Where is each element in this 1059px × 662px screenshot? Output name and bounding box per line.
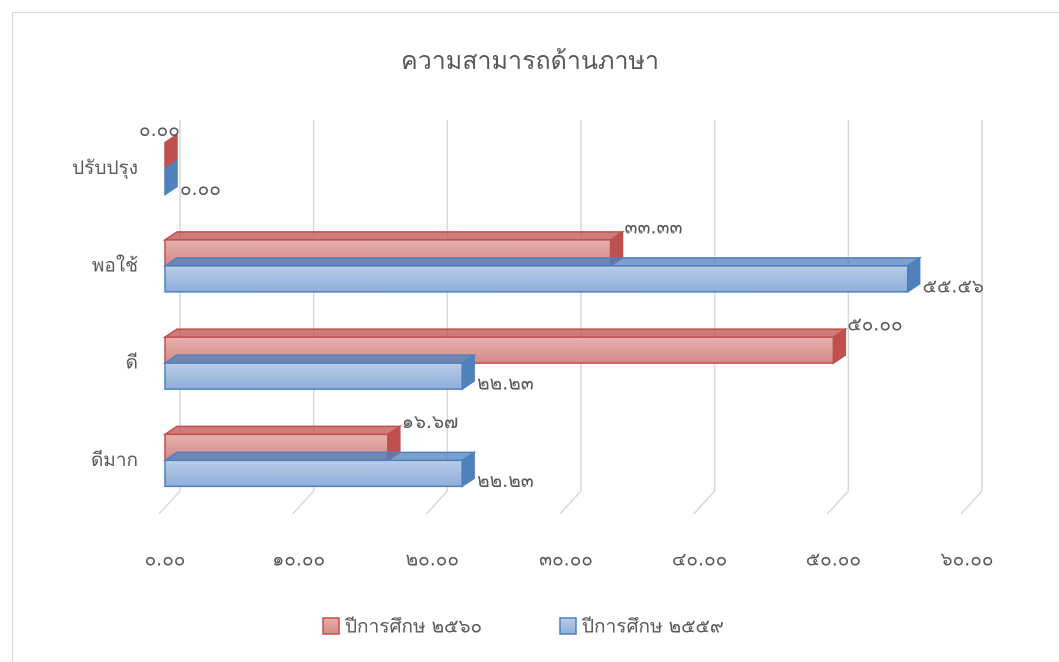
grid-line [559, 120, 582, 515]
x-tick-label: ๑๐.๐๐ [272, 549, 325, 571]
bar-top [162, 425, 403, 436]
bar-front [164, 362, 463, 390]
data-label: ๒๒.๒๓ [477, 470, 534, 492]
y-tick-label: ดี [126, 352, 138, 374]
bar-front [164, 265, 909, 293]
bar [162, 353, 477, 391]
bar-front [164, 336, 835, 364]
bar-top [162, 451, 477, 462]
x-tick-label: ๐.๐๐ [145, 549, 186, 571]
data-label: ๕๐.๐๐ [847, 314, 902, 336]
x-tick-label: ๒๐.๐๐ [406, 549, 459, 571]
data-label: ๐.๐๐ [180, 178, 221, 200]
y-tick-label: พอใช้ [92, 254, 138, 276]
x-tick-label: ๕๐.๐๐ [806, 549, 861, 571]
bar-front [164, 459, 463, 488]
data-label: ๐.๐๐ [139, 119, 180, 141]
legend-label: ปีการศึกษ ๒๕๖๐ [344, 616, 482, 638]
bar-top [162, 328, 848, 338]
bar [162, 256, 923, 294]
legend-swatch [322, 617, 340, 635]
grid-line [960, 120, 983, 515]
legend-label: ปีการศึกษ ๒๕๕๙ [581, 616, 724, 638]
x-tick-label: ๓๐.๐๐ [539, 549, 593, 571]
x-tick-label: ๖๐.๐๐ [941, 549, 994, 571]
grid-line [826, 120, 850, 515]
data-label: ๕๕.๕๖ [923, 275, 984, 297]
data-label: ๓๓.๓๓ [625, 216, 683, 238]
y-tick-label: ปรับปรุง [72, 157, 138, 180]
bar-side [164, 159, 178, 197]
bar-top [162, 257, 923, 267]
bar [162, 450, 477, 488]
chart-border [12, 12, 1059, 662]
bar-top [162, 231, 625, 241]
bar [164, 159, 178, 197]
bar [162, 327, 848, 365]
y-tick-label: ดีมาก [91, 449, 138, 471]
grid-line [693, 120, 716, 515]
data-label: ๑๖.๖๗ [402, 411, 459, 433]
chart-title: ความสามารถด้านภาษา [401, 46, 659, 75]
bar-top [162, 354, 477, 364]
x-tick-label: ๔๐.๐๐ [672, 549, 727, 571]
data-label: ๒๒.๒๓ [477, 373, 534, 395]
legend-swatch [559, 617, 577, 635]
